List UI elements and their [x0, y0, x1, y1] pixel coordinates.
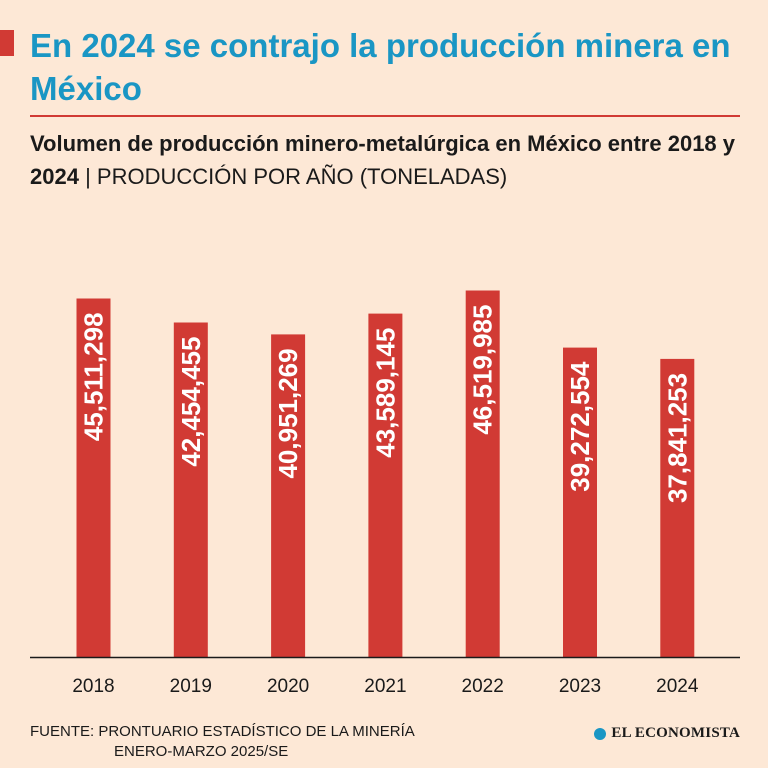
bar-2019	[173, 322, 208, 657]
x-tick-label-2024: 2024	[656, 676, 699, 697]
chart-subtitle: Volumen de producción minero-metalúrgica…	[30, 127, 750, 193]
bar-2020	[271, 334, 306, 657]
source-line-1: FUENTE: PRONTUARIO ESTADÍSTICO DE LA MIN…	[30, 723, 415, 740]
x-tick-label-2019: 2019	[170, 676, 212, 697]
bar-value-label-2023: 39,272,554	[565, 361, 595, 492]
bar-value-label-2021: 43,589,145	[370, 328, 400, 458]
subtitle-separator: |	[78, 164, 97, 189]
bar-2021	[368, 313, 403, 657]
bar-value-label-2018: 45,511,298	[79, 312, 109, 441]
headline-accent-block	[0, 30, 14, 56]
bar-value-label-2019: 42,454,455	[176, 337, 206, 467]
source-line-2: ENERO-MARZO 2025/SE	[114, 743, 289, 760]
brand-name: EL ECONOMISTA	[611, 725, 740, 741]
bar-value-label-2024: 37,841,253	[662, 373, 692, 503]
x-tick-label-2022: 2022	[462, 676, 504, 697]
bar-2018	[76, 298, 111, 657]
x-tick-label-2018: 2018	[72, 676, 114, 697]
bars-group: 45,511,298 42,454,455 40,951,269 43,589,145…	[76, 290, 695, 657]
bar-2022	[465, 290, 500, 657]
headline: En 2024 se contrajo la producción minera…	[30, 27, 731, 107]
x-tick-label-2020: 2020	[267, 676, 309, 697]
x-axis-ticks: 2018 2019 2020 2021 2022 2023 2024	[72, 676, 699, 697]
bar-2024	[660, 358, 695, 657]
bar-2023	[563, 347, 597, 657]
brand-logo: EL ECONOMISTA	[594, 725, 740, 742]
x-tick-label-2023: 2023	[559, 676, 601, 697]
headline-divider	[30, 115, 740, 117]
economista-e-icon	[594, 727, 607, 740]
subtitle-main: Volumen de producción minero-metalúrgica…	[30, 131, 736, 189]
bar-value-label-2022: 46,519,985	[468, 305, 498, 435]
bar-value-label-2020: 40,951,269	[273, 348, 303, 478]
subtitle-units: PRODUCCIÓN POR AÑO (TONELADAS)	[96, 164, 508, 189]
source-note: FUENTE: PRONTUARIO ESTADÍSTICO DE LA MIN…	[30, 722, 500, 762]
x-tick-label-2021: 2021	[364, 676, 406, 697]
